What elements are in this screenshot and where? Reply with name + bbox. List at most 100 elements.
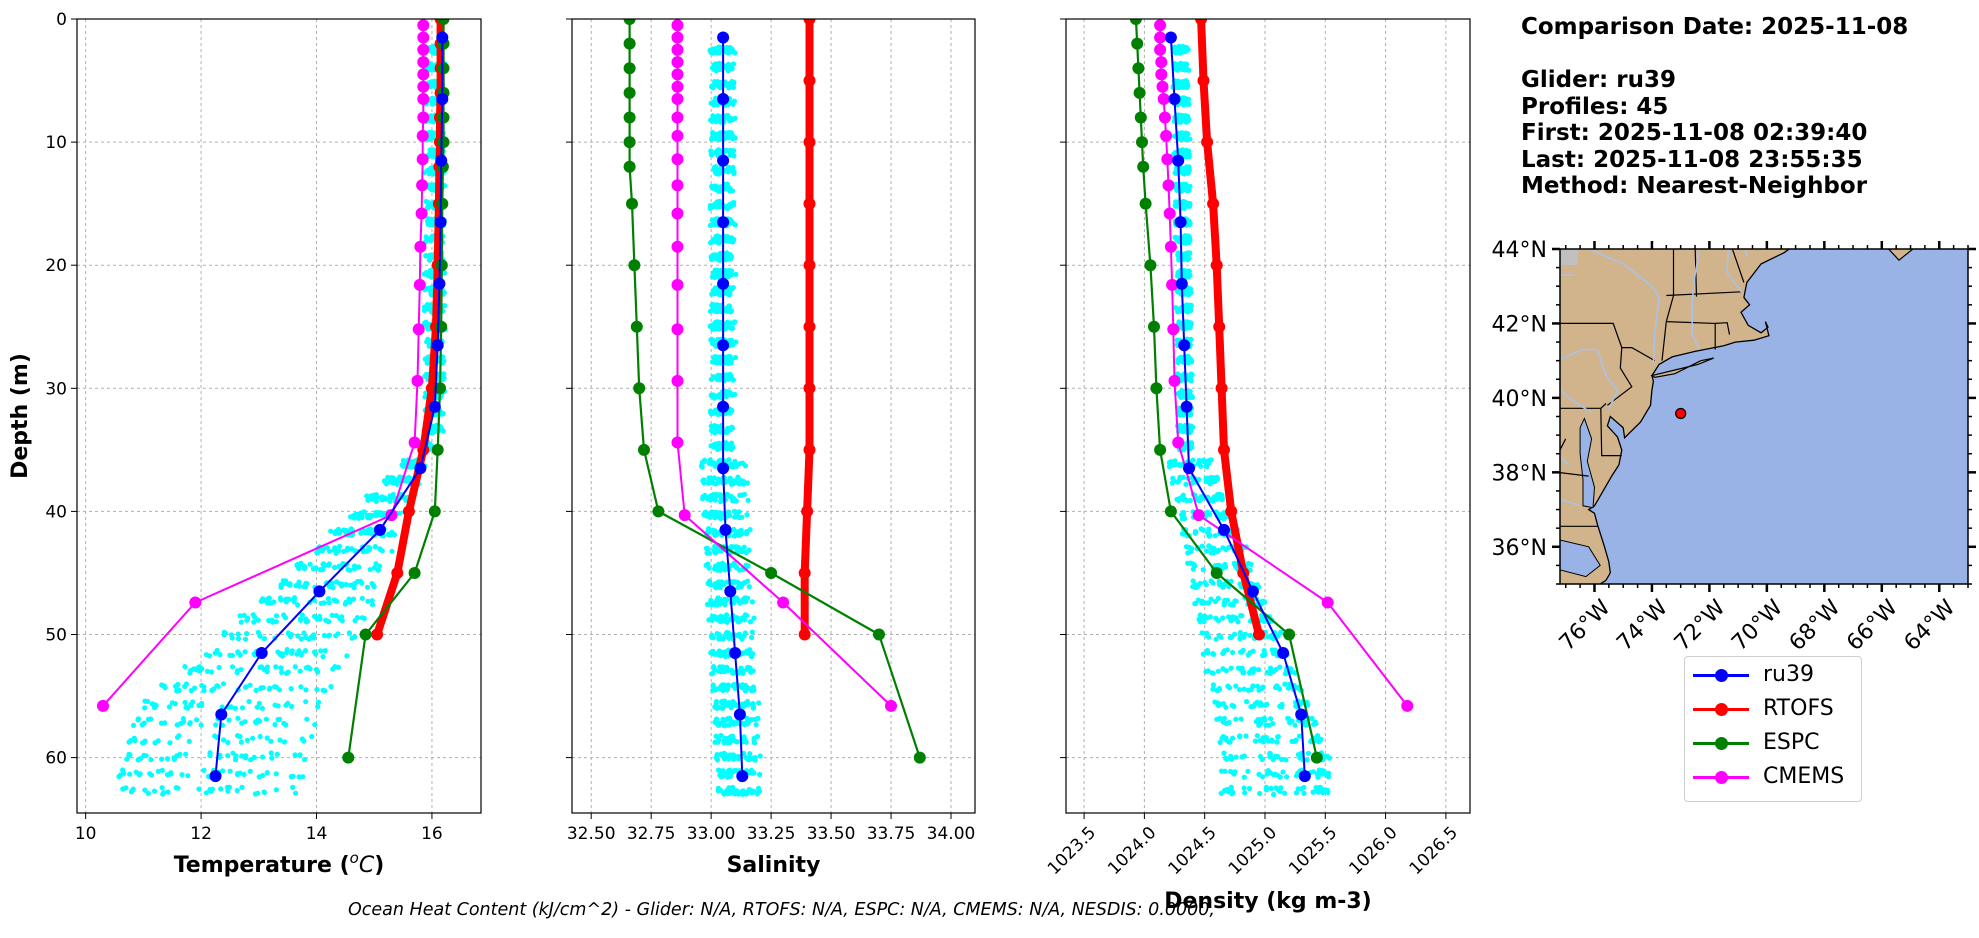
glider-raw-point <box>272 722 277 727</box>
glider-raw-point <box>1213 533 1218 538</box>
glider-raw-point <box>152 740 157 745</box>
glider-raw-point <box>1207 512 1212 517</box>
series-point-ru39 <box>717 93 729 105</box>
series-point-cmems <box>417 32 429 44</box>
glider-raw-point <box>715 447 720 452</box>
series-point-rtofs <box>391 567 403 579</box>
glider-raw-point <box>728 410 733 415</box>
glider-raw-point <box>738 549 743 554</box>
glider-raw-point <box>1190 372 1195 377</box>
glider-raw-point <box>709 411 714 416</box>
glider-raw-point <box>1230 703 1235 708</box>
glider-raw-point <box>1320 790 1325 795</box>
glider-raw-point <box>1200 630 1205 635</box>
glider-raw-point <box>326 619 331 624</box>
glider-raw-point <box>710 119 715 124</box>
glider-raw-point <box>1174 497 1179 502</box>
glider-raw-point <box>340 618 345 623</box>
glider-raw-point <box>740 581 745 586</box>
glider-raw-point <box>1178 51 1183 56</box>
glider-raw-point <box>748 619 753 624</box>
glider-raw-point <box>372 565 377 570</box>
series-point-espc <box>765 567 777 579</box>
glider-raw-point <box>233 706 238 711</box>
glider-raw-point <box>274 771 279 776</box>
glider-raw-point <box>1191 578 1196 583</box>
glider-raw-point <box>731 153 736 158</box>
series-point-ru39 <box>256 647 268 659</box>
series-point-cmems <box>672 208 684 220</box>
glider-raw-point <box>126 752 131 757</box>
glider-raw-point <box>1289 739 1294 744</box>
glider-raw-point <box>1176 67 1181 72</box>
glider-raw-point <box>1185 170 1190 175</box>
series-point-rtofs <box>1198 75 1210 87</box>
glider-raw-point <box>185 773 190 778</box>
glider-raw-point <box>715 493 720 498</box>
series-point-espc <box>1140 198 1152 210</box>
glider-raw-point <box>123 785 128 790</box>
glider-raw-point <box>211 686 216 691</box>
glider-raw-point <box>116 774 121 779</box>
glider-raw-point <box>1177 320 1182 325</box>
glider-raw-point <box>725 50 730 55</box>
glider-raw-point <box>1260 599 1265 604</box>
glider-raw-point <box>727 130 732 135</box>
glider-raw-point <box>708 148 713 153</box>
glider-raw-points <box>1167 44 1332 797</box>
glider-raw-point <box>260 706 265 711</box>
glider-raw-point <box>346 567 351 572</box>
glider-raw-point <box>430 81 435 86</box>
glider-raw-point <box>148 757 153 762</box>
glider-raw-point <box>262 790 267 795</box>
glider-raw-point <box>237 771 242 776</box>
glider-raw-point <box>142 788 147 793</box>
glider-raw-point <box>152 705 157 710</box>
glider-raw-point <box>1182 67 1187 72</box>
glider-raw-point <box>730 342 735 347</box>
series-point-ru39 <box>436 93 448 105</box>
glider-raw-point <box>716 723 721 728</box>
glider-raw-point <box>1181 510 1186 515</box>
glider-raw-point <box>365 585 370 590</box>
series-point-cmems <box>417 81 429 93</box>
glider-raw-point <box>1269 786 1274 791</box>
glider-raw-point <box>309 734 314 739</box>
series-point-espc <box>1144 259 1156 271</box>
glider-raw-point <box>334 613 339 618</box>
glider-raw-point <box>1240 670 1245 675</box>
glider-raw-point <box>239 740 244 745</box>
glider-raw-point <box>353 565 358 570</box>
glider-raw-point <box>1179 395 1184 400</box>
glider-raw-point <box>739 617 744 622</box>
glider-raw-point <box>239 620 244 625</box>
glider-raw-point <box>1221 719 1226 724</box>
glider-raw-point <box>213 651 218 656</box>
glider-raw-point <box>1182 183 1187 188</box>
glider-raw-point <box>176 733 181 738</box>
glider-raw-point <box>243 649 248 654</box>
glider-raw-point <box>700 464 705 469</box>
glider-raw-point <box>179 772 184 777</box>
glider-raw-point <box>365 528 370 533</box>
glider-raw-point <box>316 700 321 705</box>
glider-raw-point <box>1216 618 1221 623</box>
glider-raw-point <box>251 620 256 625</box>
glider-raw-point <box>1226 614 1231 619</box>
glider-raw-point <box>360 596 365 601</box>
glider-raw-point <box>293 583 298 588</box>
glider-raw-point <box>188 668 193 673</box>
glider-raw-point <box>1204 464 1209 469</box>
glider-raw-point <box>303 687 308 692</box>
glider-raw-point <box>194 717 199 722</box>
glider-raw-point <box>1294 790 1299 795</box>
glider-raw-point <box>1219 769 1224 774</box>
series-point-espc <box>435 321 447 333</box>
glider-raw-point <box>709 323 714 328</box>
glider-raw-point <box>236 631 241 636</box>
glider-raw-point <box>716 412 721 417</box>
glider-raw-point <box>731 80 736 85</box>
glider-raw-point <box>275 752 280 757</box>
glider-raw-point <box>243 753 248 758</box>
